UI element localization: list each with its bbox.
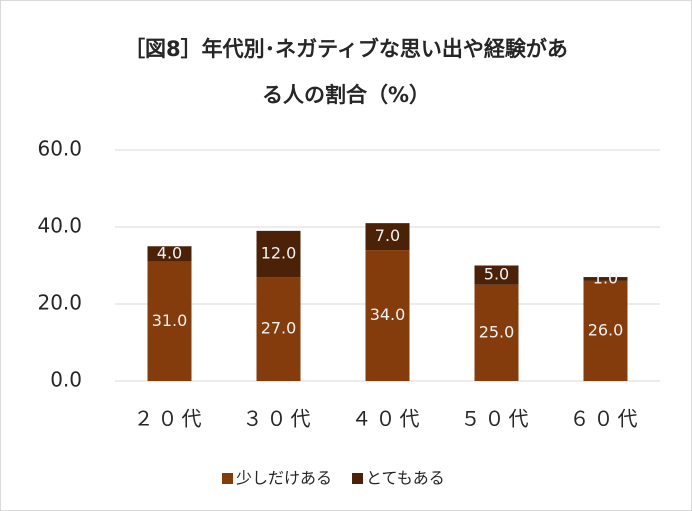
data-label: 34.0 — [370, 305, 406, 324]
legend-label: とてもある — [366, 469, 445, 488]
legend-swatch — [352, 473, 364, 484]
data-label: 12.0 — [261, 243, 297, 262]
x-tick-label: ４０代 — [352, 407, 424, 431]
y-tick-label: 0.0 — [50, 368, 82, 392]
bar-segment — [583, 277, 628, 281]
legend-label: 少しだけある — [236, 469, 332, 488]
y-tick-label: 40.0 — [37, 214, 82, 238]
bar-segment — [474, 265, 519, 285]
chart-title: る人の割合（%） — [262, 83, 430, 107]
bar-segment — [365, 250, 410, 381]
x-tick-label: ２０代 — [134, 407, 206, 431]
bar-segment — [365, 223, 410, 251]
bar-segment — [474, 284, 519, 381]
bar-segment — [147, 261, 192, 381]
data-label: 31.0 — [152, 311, 188, 330]
y-tick-label: 20.0 — [37, 291, 82, 315]
data-label: 5.0 — [484, 265, 509, 284]
chart-title: ［図8］年代別･ネガティブな思い出や経験があ — [124, 37, 568, 61]
y-tick-label: 60.0 — [37, 137, 82, 161]
bar-segment — [256, 277, 301, 381]
data-label: 4.0 — [157, 243, 182, 262]
legend-swatch — [222, 473, 233, 484]
data-label: 7.0 — [375, 226, 400, 245]
x-tick-label: ３０代 — [243, 407, 315, 431]
data-label: 1.0 — [593, 268, 618, 287]
data-label: 25.0 — [479, 322, 515, 341]
bar-segment — [583, 280, 628, 381]
bar-segment — [147, 246, 192, 262]
x-tick-label: ６０代 — [570, 407, 642, 431]
x-tick-label: ５０代 — [461, 407, 533, 431]
data-label: 27.0 — [261, 319, 297, 338]
bar-segment — [256, 230, 301, 278]
data-label: 26.0 — [588, 320, 624, 339]
